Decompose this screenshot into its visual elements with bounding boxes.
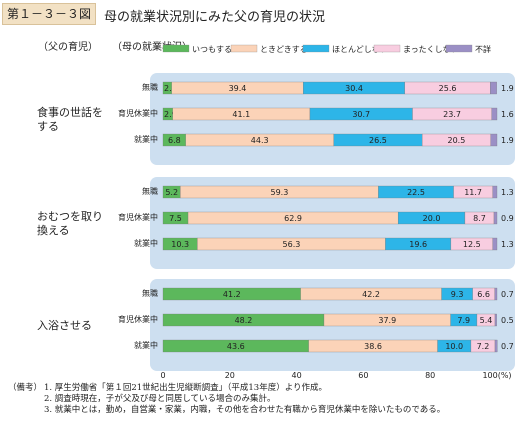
data-label: 39.4 (229, 84, 247, 93)
data-label: 56.3 (283, 240, 301, 249)
x-tick-label: 60 (358, 371, 368, 380)
data-label: 0.9 (501, 214, 514, 223)
data-label: 44.3 (251, 136, 269, 145)
bar-segment (494, 339, 498, 353)
legend-label-2: ほとんどしない (332, 45, 388, 54)
data-label: 7.2 (477, 342, 490, 351)
legend-swatch-3 (373, 44, 401, 53)
data-label: 23.7 (443, 110, 461, 119)
legend-label-3: まったくしない (403, 45, 459, 54)
data-label: 41.2 (223, 290, 241, 299)
note-2-text: 2. 調査時現在，子が父及び母と同居している場合のみ集計。 (44, 394, 276, 404)
row-label: 育児休業中 (118, 314, 158, 324)
bar-segment (490, 81, 497, 95)
data-label: 10.0 (445, 342, 463, 351)
data-label: 6.8 (168, 136, 181, 145)
legend-swatch-0 (162, 44, 190, 53)
note-3: 3. 就業中とは，勤め，自営業・家業，内職，その他を合わせた有職から育児休業中を… (8, 405, 445, 416)
data-label: 43.6 (227, 342, 245, 351)
data-label: 22.5 (407, 188, 425, 197)
data-label: 1.3 (501, 240, 514, 249)
data-label: 20.0 (423, 214, 441, 223)
legend-swatch-1 (230, 44, 258, 53)
row-label: 無職 (142, 82, 158, 92)
figure-title: 母の就業状況別にみた父の育児の状況 (104, 10, 326, 25)
data-label: 7.5 (169, 214, 182, 223)
data-label: 0.5 (501, 316, 514, 325)
legend-swatch-4 (445, 44, 473, 53)
group-label-0-1: する (37, 120, 59, 133)
row-label: 無職 (142, 288, 158, 298)
legend-label-1: ときどきする (260, 45, 308, 54)
data-label: 7.9 (457, 316, 470, 325)
data-label: 2.9 (164, 110, 177, 119)
data-label: 12.5 (463, 240, 481, 249)
data-label: 1.9 (501, 84, 514, 93)
note-2: 2. 調査時現在，子が父及び母と同居している場合のみ集計。 (8, 394, 445, 405)
data-label: 41.1 (232, 110, 250, 119)
data-label: 9.3 (451, 290, 464, 299)
group-label-1-0: おむつを取り (37, 210, 103, 223)
data-label: 48.2 (235, 316, 253, 325)
figure-label: 第１－３－３図 (2, 3, 96, 25)
data-label: 30.4 (345, 84, 363, 93)
data-label: 37.9 (378, 316, 396, 325)
data-label: 1.6 (501, 110, 514, 119)
legend-label-0: いつもする (192, 45, 232, 54)
bar-segment (490, 133, 498, 147)
bar-segment (492, 185, 498, 199)
data-label: 25.6 (439, 84, 457, 93)
data-label: 1.3 (501, 188, 514, 197)
row-label: 就業中 (134, 238, 158, 248)
data-label: 8.7 (473, 214, 486, 223)
data-label: 20.5 (448, 136, 466, 145)
data-label: 0.7 (501, 290, 514, 299)
row-label: 就業中 (134, 134, 158, 144)
data-label: 59.3 (270, 188, 288, 197)
x-tick-label: 80 (425, 371, 435, 380)
data-label: 38.6 (364, 342, 382, 351)
x-tick-label: 40 (292, 371, 302, 380)
data-label: 1.9 (501, 136, 514, 145)
legend-label-4: 不詳 (475, 44, 491, 54)
data-label: 5.4 (480, 316, 493, 325)
group-label-1-1: 換える (37, 224, 70, 237)
data-label: 26.5 (369, 136, 387, 145)
notes: （備考） 1. 厚生労働省「第１回21世紀出生児縦断調査」（平成13年度）より作成… (8, 383, 445, 416)
bar-segment (491, 107, 498, 121)
bar-segment (493, 211, 498, 225)
data-label: 42.2 (362, 290, 380, 299)
mother-column-header: （母の就業状況） (112, 42, 192, 53)
row-label: 育児休業中 (118, 108, 158, 118)
data-label: 5.2 (165, 188, 178, 197)
bar-segment (492, 237, 498, 251)
data-label: 10.3 (171, 240, 189, 249)
data-label: 30.7 (352, 110, 370, 119)
data-label: 2.6 (164, 84, 177, 93)
x-tick-label: 20 (225, 371, 235, 380)
group-label-2-0: 入浴させる (37, 319, 92, 332)
data-label: 0.7 (501, 342, 514, 351)
bar-segment (494, 313, 497, 327)
group-label-0-0: 食事の世話を (37, 105, 103, 119)
father-column-header: （父の育児） (38, 42, 98, 53)
x-tick-label: 0 (160, 371, 165, 380)
row-label: 就業中 (134, 340, 158, 350)
legend-swatch-2 (302, 44, 330, 53)
row-label: 無職 (142, 186, 158, 196)
note-3-text: 3. 就業中とは，勤め，自営業・家業，内職，その他を合わせた有職から育児休業中を… (44, 405, 446, 415)
bar-segment (494, 287, 498, 301)
data-label: 19.6 (409, 240, 427, 249)
data-label: 6.6 (477, 290, 490, 299)
x-tick-label: 100(%) (482, 371, 511, 380)
data-label: 11.7 (464, 188, 482, 197)
note-1: （備考） 1. 厚生労働省「第１回21世紀出生児縦断調査」（平成13年度）より作成… (8, 383, 445, 394)
row-label: 育児休業中 (118, 212, 158, 222)
data-label: 62.9 (284, 214, 302, 223)
note-1-text: 1. 厚生労働省「第１回21世紀出生児縦断調査」（平成13年度）より作成。 (44, 383, 328, 393)
note-prefix: （備考） (8, 383, 43, 393)
